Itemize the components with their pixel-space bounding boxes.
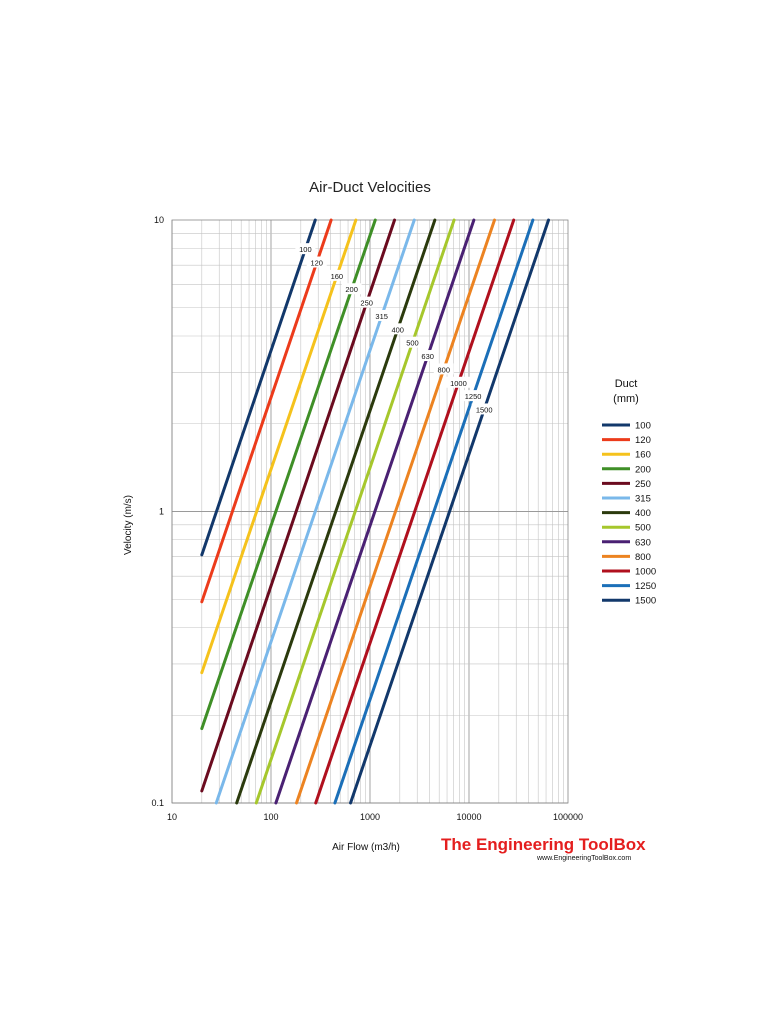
legend-label-800: 800: [635, 552, 651, 563]
legend-label-200: 200: [635, 464, 651, 475]
legend-label-1500: 1500: [635, 596, 656, 607]
brand-url: www.EngineeringToolBox.com: [536, 855, 631, 862]
line-label-200: 200: [345, 285, 358, 294]
legend-label-100: 100: [635, 421, 651, 432]
line-label-160: 160: [331, 272, 344, 281]
x-tick-label: 10: [167, 812, 177, 822]
legend-label-500: 500: [635, 523, 651, 534]
series-line-630: [274, 218, 476, 805]
legend-items: 100 120 160 200 250 315 400 500 630 800 1000 1250 15…: [602, 421, 656, 607]
line-label-100: 100: [299, 245, 312, 254]
x-tick-label: 100000: [553, 812, 583, 822]
y-tick-label: 10: [154, 215, 164, 225]
y-tick-labels: 0.1 1 10: [151, 215, 164, 808]
series-line-160: [200, 218, 358, 675]
series-line-800: [295, 218, 497, 805]
series-line-250: [200, 218, 397, 793]
line-label-630: 630: [421, 352, 434, 361]
series-line-200: [200, 218, 377, 731]
y-tick-label: 0.1: [151, 798, 164, 808]
grid: [171, 220, 568, 804]
line-label-bg: [356, 296, 377, 308]
series-line-1250: [333, 218, 535, 805]
line-label-1250: 1250: [465, 392, 482, 401]
legend: Duct (mm) 100 120 160 200 250 315 400 500 630 800…: [602, 378, 656, 607]
line-label-bg: [402, 336, 423, 348]
line-label-120: 120: [310, 259, 323, 268]
series-line-120: [200, 218, 333, 604]
line-label-bg: [417, 350, 438, 362]
line-label-400: 400: [391, 325, 404, 334]
line-label-bg: [471, 403, 497, 415]
plot-frame: [171, 219, 569, 804]
line-label-bg: [326, 269, 347, 281]
legend-title-line1: Duct: [615, 378, 638, 390]
brand-logo: The Engineering ToolBox: [441, 835, 646, 854]
legend-label-630: 630: [635, 537, 651, 548]
legend-label-120: 120: [635, 435, 651, 446]
legend-label-400: 400: [635, 508, 651, 519]
legend-label-1250: 1250: [635, 581, 656, 592]
y-tick-label: 1: [159, 507, 164, 517]
series-line-500: [254, 218, 456, 805]
y-axis-title: Velocity (m/s): [123, 495, 134, 555]
series-line-1500: [349, 218, 551, 805]
line-label-800: 800: [438, 365, 451, 374]
line-label-bg: [445, 376, 471, 388]
line-label-1500: 1500: [476, 405, 493, 414]
legend-title-line2: (mm): [613, 393, 639, 405]
line-label-250: 250: [360, 299, 373, 308]
line-label-bg: [433, 363, 454, 375]
x-axis-title: Air Flow (m3/h): [332, 842, 400, 853]
series-line-1000: [314, 218, 516, 805]
line-label-bg: [460, 390, 486, 402]
line-label-315: 315: [375, 312, 388, 321]
x-tick-labels: 10 100 1000 10000 100000: [167, 812, 583, 822]
legend-label-160: 160: [635, 450, 651, 461]
legend-label-1000: 1000: [635, 567, 656, 578]
x-tick-label: 1000: [360, 812, 380, 822]
legend-label-315: 315: [635, 494, 651, 505]
chart-title: Air-Duct Velocities: [309, 179, 431, 196]
legend-label-250: 250: [635, 479, 651, 490]
line-label-bg: [371, 309, 392, 321]
line-label-bg: [341, 283, 362, 295]
line-label-bg: [387, 323, 408, 335]
line-label-1000: 1000: [450, 379, 467, 388]
line-label-bg: [306, 256, 327, 268]
line-label-500: 500: [406, 339, 419, 348]
x-tick-label: 100: [263, 812, 278, 822]
x-tick-label: 10000: [456, 812, 481, 822]
series-line-400: [235, 218, 437, 805]
line-label-bg: [295, 243, 316, 255]
series-line-100: [200, 218, 317, 557]
